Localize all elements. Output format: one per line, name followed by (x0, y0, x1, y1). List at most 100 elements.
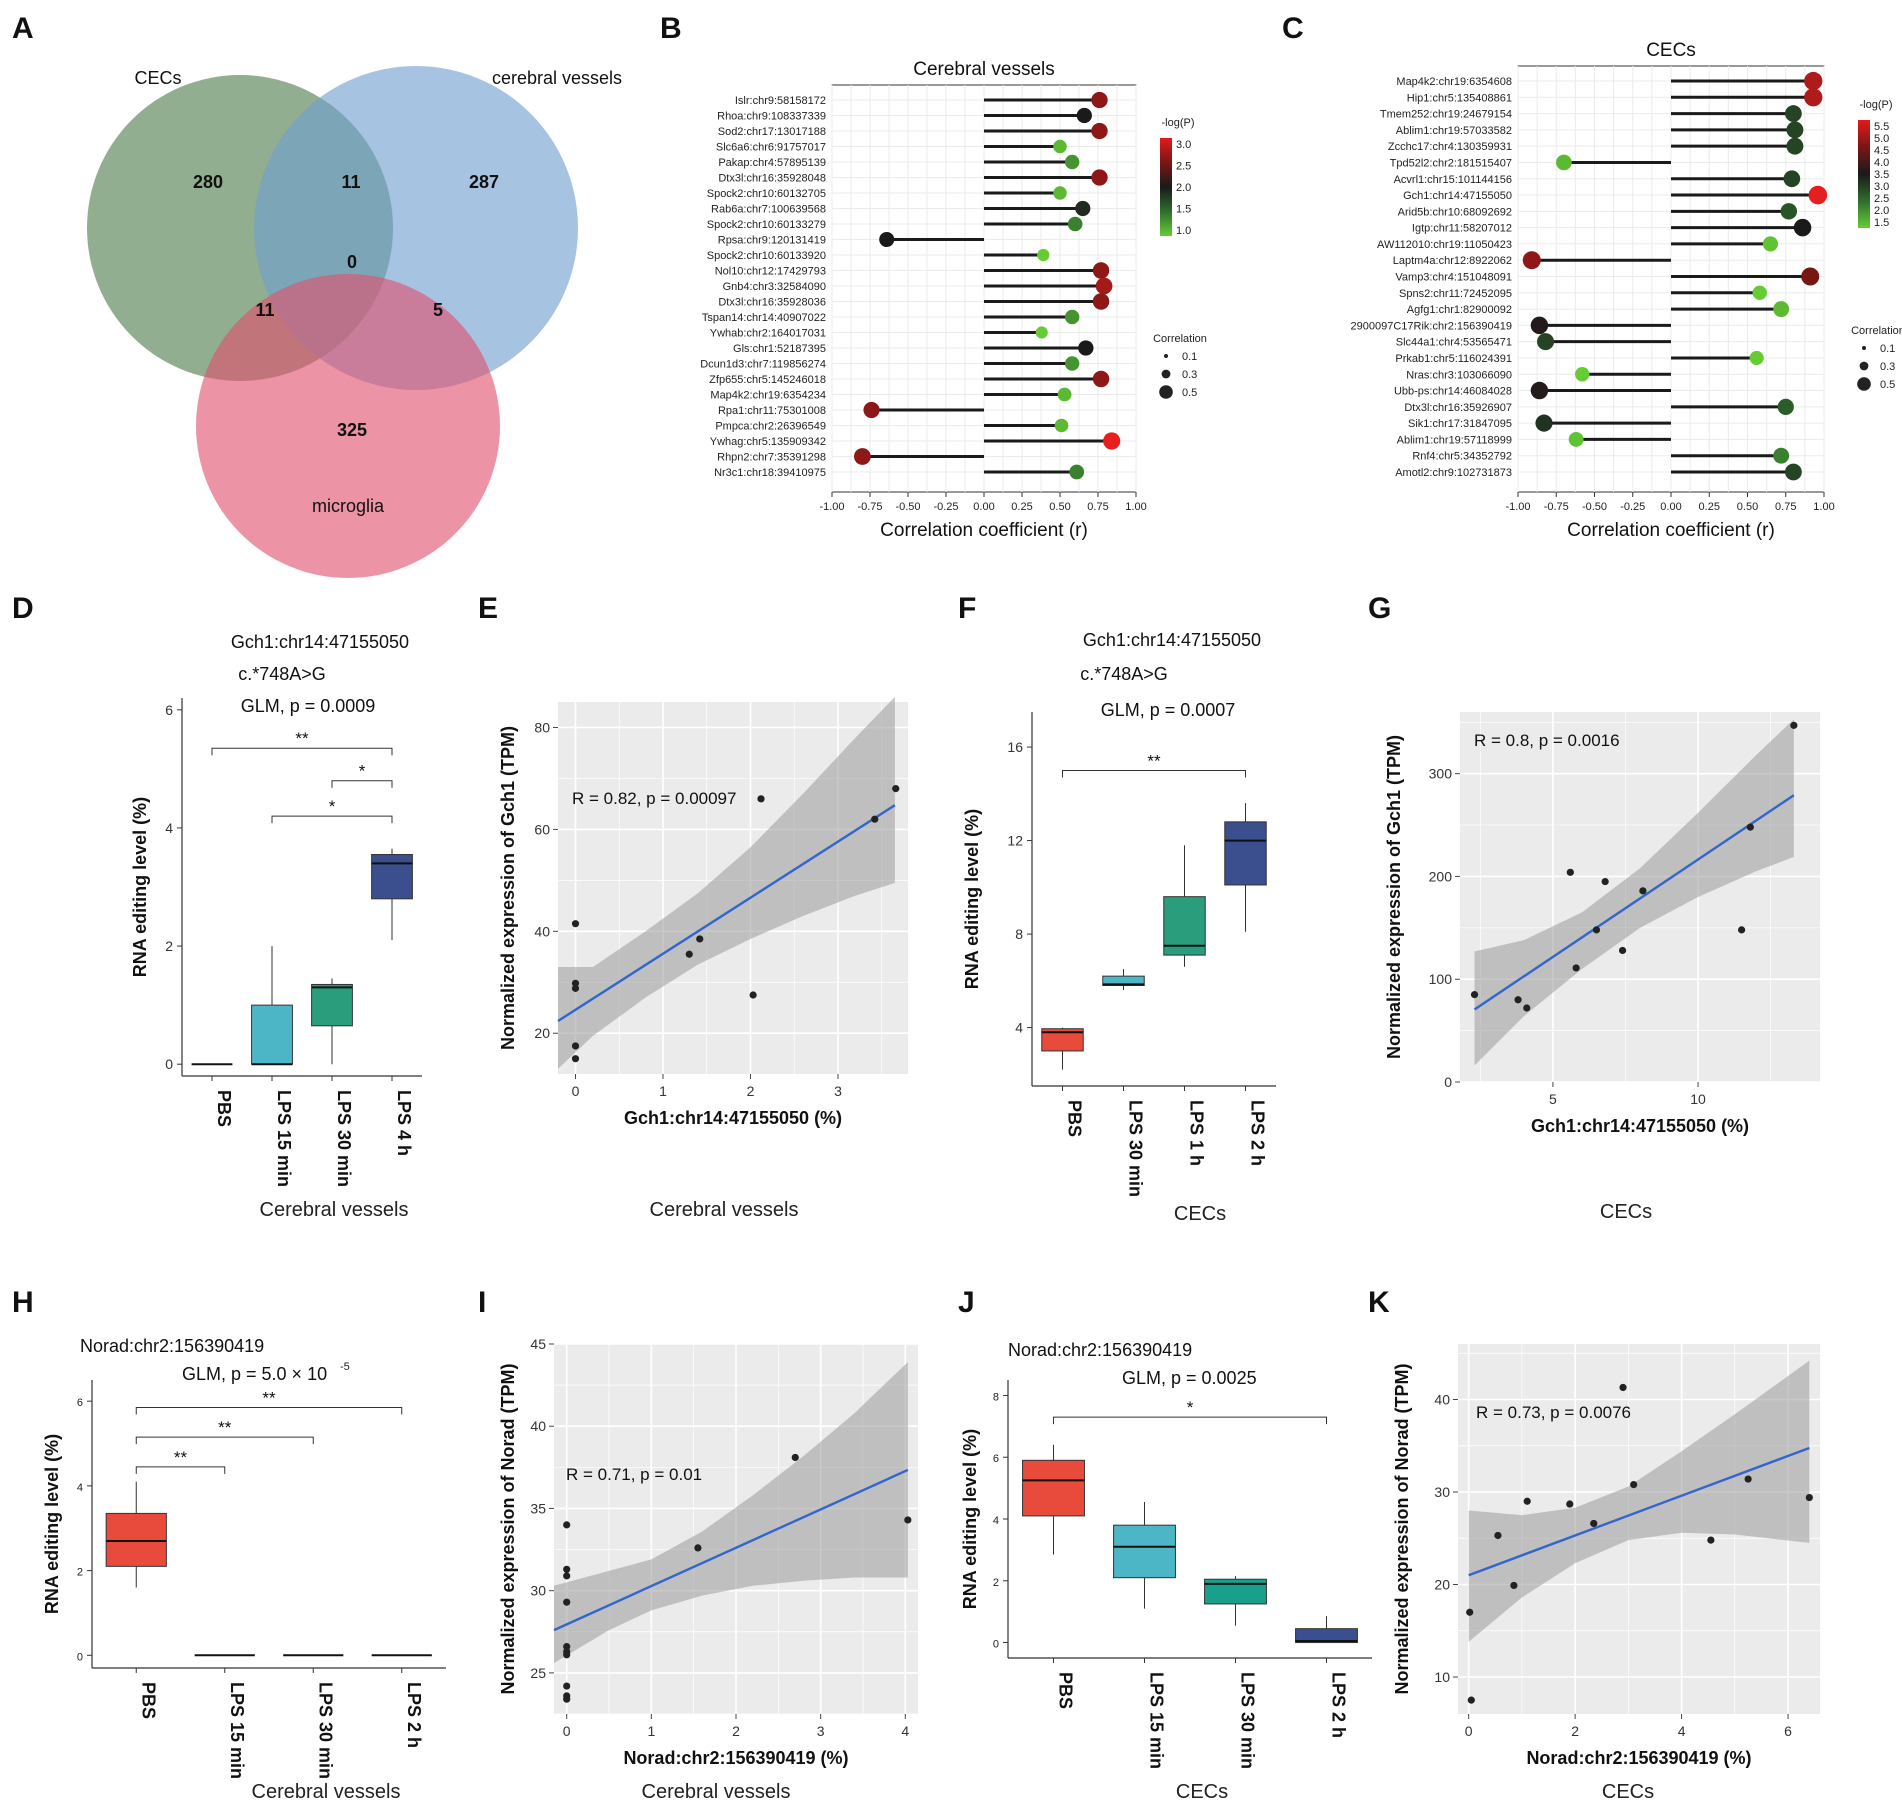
category-label: LPS 30 min (1126, 1100, 1146, 1197)
y-tick-label: 8 (993, 1391, 999, 1403)
category-label: PBS (138, 1682, 158, 1719)
gene-label: Rhpn2:chr7:35391298 (717, 452, 826, 464)
lollipop-point (1556, 154, 1572, 171)
legend-color-tick: 5.0 (1874, 133, 1889, 145)
panel-letter-J: J (958, 1286, 975, 1319)
box-0 (105, 1512, 167, 1567)
x-tick-label: -1.00 (819, 501, 844, 513)
panel-letter-D: D (12, 592, 34, 625)
gene-label: Spock2:chr10:60133279 (707, 219, 826, 231)
legend-color-tick: 3.0 (1874, 181, 1889, 193)
x-tick-label: 6 (1784, 1723, 1792, 1739)
gene-label: Rhoa:chr9:108337339 (717, 111, 826, 123)
plot-title-superscript: -5 (340, 1361, 350, 1373)
legend-color-tick: 1.5 (1176, 204, 1191, 216)
gene-label: Zcchc17:chr4:130359931 (1388, 141, 1512, 153)
data-point (563, 1651, 571, 1659)
x-tick-label: 0 (572, 1083, 580, 1099)
gene-label: 2900097C17Rik:chr2:156390419 (1351, 320, 1512, 332)
x-axis-title: Norad:chr2:156390419 (%) (1526, 1748, 1751, 1768)
data-point (1590, 1519, 1598, 1528)
lollipop-point (1780, 203, 1798, 220)
category-label: LPS 2 h (404, 1682, 424, 1748)
data-point (1744, 1475, 1752, 1483)
plot-title: CECs (1646, 40, 1696, 61)
gene-label: Rpa1:chr11:75301008 (718, 405, 826, 417)
lollipop-point (1078, 340, 1094, 356)
panel-caption: CECs (1600, 1201, 1652, 1223)
y-axis-title: RNA editing level (%) (960, 1429, 980, 1609)
box-1 (1102, 975, 1145, 986)
legend-size-title: Correlation (1153, 333, 1207, 345)
gene-label: Amotl2:chr9:102731873 (1395, 467, 1512, 479)
lollipop-point (1808, 185, 1828, 205)
lollipop-point (1575, 367, 1590, 382)
gene-label: Slc6a6:chr6:91757017 (716, 142, 826, 154)
x-tick-label: -0.25 (933, 501, 958, 513)
data-point (1510, 1581, 1518, 1590)
lollipop-point (1777, 398, 1794, 415)
box-panel-J: 0 2 4 6 8 PBS LPS 15 min LPS 30 min LPS 2 h * RNA … (960, 1340, 1372, 1803)
category-label: PBS (1065, 1100, 1085, 1137)
significance-bracket (135, 1407, 403, 1415)
y-tick-label: 0 (1444, 1074, 1452, 1090)
legend-size-dot (1862, 346, 1866, 350)
lollipop-point (863, 401, 880, 419)
legend-size-title: Correlation (1851, 325, 1902, 337)
y-tick-label: 6 (165, 702, 173, 718)
gene-label: Map4k2:chr19:6354608 (1396, 76, 1512, 88)
lollipop-point (1057, 387, 1072, 402)
venn-count-vessels_only: 287 (469, 172, 499, 192)
data-point (1470, 991, 1479, 999)
legend-size-dot (1159, 385, 1173, 399)
category-label: PBS (214, 1090, 234, 1127)
significance-label: ** (1147, 751, 1161, 770)
x-tick-label: 0.50 (1049, 501, 1070, 513)
plot-title-line: Gch1:chr14:47155050 (231, 632, 409, 652)
gene-label: Nras:chr3:103066090 (1406, 369, 1512, 381)
lollipop-point (854, 448, 871, 465)
figure-layer: A B C D E F G H I J K CECs cerebral vessels microglia… (12, 12, 1902, 1803)
scatter-panel-K: 0 2 4 6 10 20 30 40 Norad:chr2:156390419 (%) Norm… (1392, 1344, 1820, 1803)
data-point (791, 1453, 799, 1462)
lollipop-point (1537, 333, 1555, 351)
y-tick-label: 30 (530, 1583, 546, 1599)
lollipop-point (1054, 418, 1069, 433)
gene-label: Ywhag:chr5:135909342 (710, 436, 826, 448)
data-point (571, 920, 580, 928)
lollipop-point (1804, 88, 1823, 107)
gene-label: Nr3c1:chr18:39410975 (714, 467, 826, 479)
lollipop-point (1752, 285, 1767, 300)
lollipop-point (1092, 262, 1110, 279)
significance-label: ** (174, 1448, 188, 1467)
legend-color-tick: 2.0 (1874, 205, 1889, 217)
data-point (563, 1695, 571, 1703)
gene-label: Ablim1:chr19:57033582 (1396, 125, 1512, 137)
gene-label: Dtx3l:chr16:35928036 (718, 297, 826, 309)
lollipop-point (1568, 432, 1584, 447)
y-tick-label: 35 (530, 1500, 546, 1516)
x-axis-title: Correlation coefficient (r) (880, 520, 1088, 541)
gene-label: Prkab1:chr5:116024391 (1395, 353, 1512, 365)
y-tick-label: 0 (77, 1651, 83, 1663)
data-point (563, 1682, 571, 1690)
legend-color-title: -log(P) (1859, 99, 1892, 111)
x-tick-label: 4 (901, 1723, 909, 1739)
x-tick-label: -0.50 (895, 501, 920, 513)
data-point (563, 1565, 571, 1573)
panel-letter-H: H (12, 1286, 34, 1319)
x-tick-label: 10 (1690, 1091, 1706, 1107)
y-tick-label: 4 (993, 1515, 999, 1527)
data-point (1630, 1481, 1638, 1489)
legend-size-dot (1161, 369, 1171, 379)
legend-size-tick: 0.3 (1182, 369, 1197, 381)
lollipop-point (1530, 316, 1549, 335)
data-point (571, 1055, 580, 1063)
venn-count-vessels_microglia: 5 (433, 300, 443, 320)
gene-label: Vamp3:chr4:151048091 (1395, 272, 1512, 284)
x-tick-label: -0.75 (857, 501, 882, 513)
box-3 (1295, 1628, 1358, 1644)
significance-bracket (135, 1436, 314, 1445)
lollipop-point (1075, 200, 1091, 217)
scatter-panel-I: 0 1 2 3 4 25 30 35 40 45 Norad:chr2:156390419 (%) N… (498, 1336, 918, 1803)
